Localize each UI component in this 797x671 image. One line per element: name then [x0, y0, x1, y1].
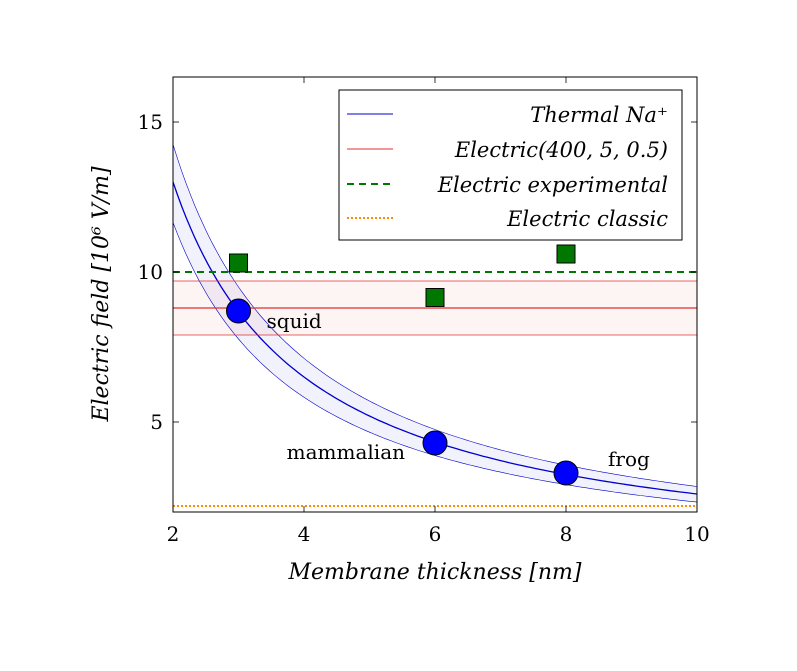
- marker-point: [553, 460, 579, 486]
- x-tick-label: 4: [298, 522, 311, 546]
- x-tick-label: 8: [560, 522, 573, 546]
- x-tick-label: 10: [684, 522, 709, 546]
- marker-label: squid: [267, 309, 322, 333]
- legend-box: [338, 89, 683, 241]
- marker-point: [226, 298, 251, 324]
- x-tick-label: 6: [429, 522, 442, 546]
- thermal-band-upper: [173, 144, 697, 487]
- x-axis-label: Membrane thickness [nm]: [288, 560, 582, 585]
- marker-label: frog: [608, 447, 650, 471]
- legend-label-experimental: Electric experimental: [437, 173, 668, 197]
- legend-label-electric: Electric(400, 5, 0.5): [454, 138, 668, 162]
- points-layer: [226, 244, 579, 486]
- experimental-point: [425, 288, 445, 307]
- legend-label-classic: Electric classic: [506, 207, 668, 231]
- marker-labels-layer: squid mammalian frog: [267, 309, 651, 471]
- y-tick-label: 10: [138, 260, 163, 284]
- y-axis-label: Electric field [10⁶ V/m]: [89, 166, 114, 423]
- x-tick-label: 2: [167, 522, 180, 546]
- y-tick-label: 15: [138, 110, 163, 134]
- y-tick-label: 5: [150, 410, 163, 434]
- legend: Thermal Na⁺ Electric(400, 5, 0.5) Electr…: [338, 89, 683, 241]
- legend-label-thermal: Thermal Na⁺: [530, 103, 668, 127]
- experimental-point: [556, 244, 576, 264]
- marker-point: [422, 430, 448, 456]
- ticks-layer: 2 4 6 8 10 5 10 15: [138, 77, 710, 546]
- marker-label: mammalian: [287, 440, 405, 464]
- experimental-point: [229, 253, 248, 273]
